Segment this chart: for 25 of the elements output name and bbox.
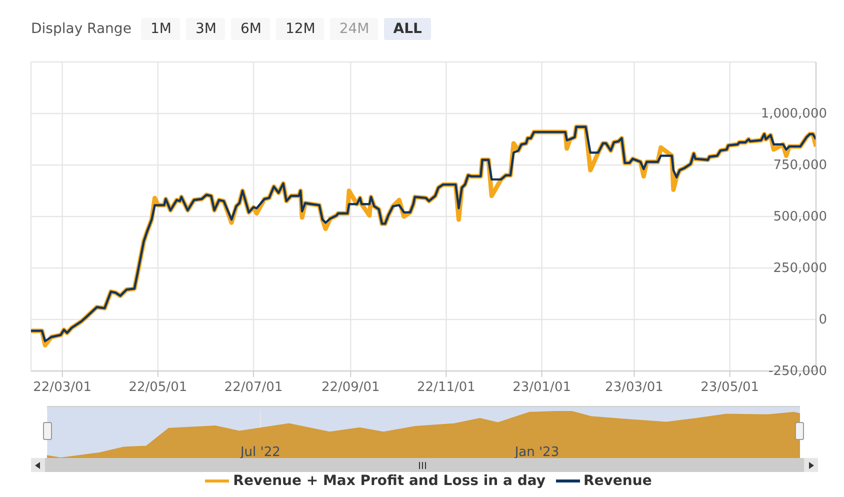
text: 3M [186,18,226,40]
x-tick-label: 22/09/01 [321,380,380,395]
x-tick-label: 23/03/01 [605,380,664,395]
y-tick-label: 500,000 [773,210,827,224]
text: 6M [231,18,270,40]
x-tick-label: Jul '22 [239,445,280,460]
legend-label: Revenue + Max Profit and Loss in a day [233,472,546,489]
legend-label: Revenue [584,472,652,489]
text: 12M [276,18,324,40]
y-tick-label: 750,000 [773,158,827,173]
x-tick-label: 22/05/01 [128,380,188,395]
y-tick-label: 1,000,000 [760,106,827,122]
x-tick-label: 22/03/01 [33,380,92,395]
text: 24M [330,18,378,40]
y-tick-label: -250,000 [768,364,827,379]
y-tick-label: 0 [818,312,827,328]
x-tick-label: Jan '23 [514,445,560,460]
y-tick-label: 250,000 [773,261,827,276]
x-tick-label: 23/01/01 [512,380,571,395]
text: 1M [141,18,180,40]
x-tick-label: 22/11/01 [417,380,476,395]
text: ALL [384,18,431,40]
x-tick-label: 22/07/01 [224,380,283,395]
x-tick-label: 23/05/01 [700,380,760,395]
text: Display Range [31,21,132,37]
